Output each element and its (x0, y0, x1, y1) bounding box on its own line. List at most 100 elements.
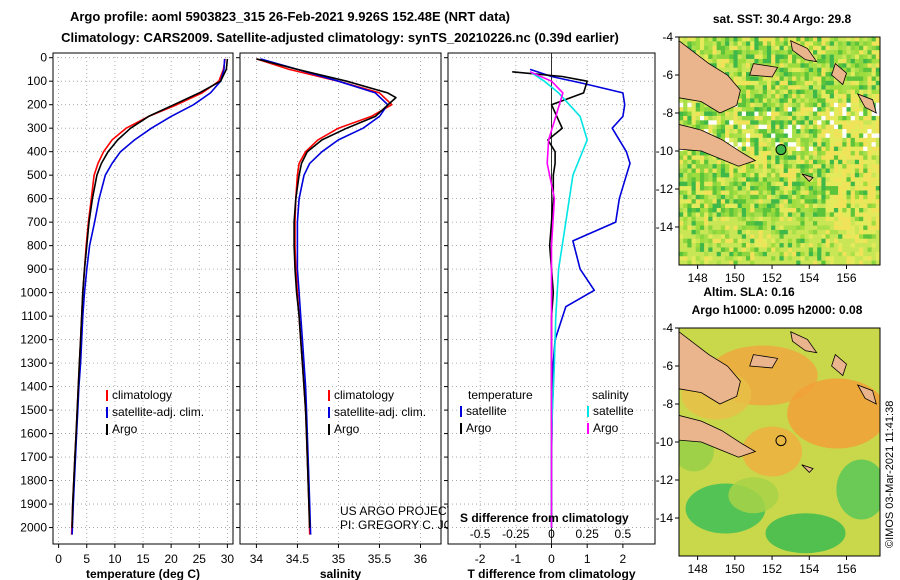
sst-cell (729, 142, 734, 147)
sst-cell (846, 67, 851, 73)
sst-cell (825, 155, 831, 161)
sst-cell (741, 111, 747, 117)
sst-cell (733, 37, 738, 42)
sst-cell (729, 111, 734, 117)
sst-cell (813, 54, 818, 60)
sst-cell (725, 251, 730, 257)
sst-cell (683, 225, 688, 231)
sst-cell (821, 181, 826, 187)
sst-cell (821, 89, 826, 95)
sst-cell (733, 63, 738, 68)
sst-cell (720, 181, 726, 187)
sst-cell (712, 194, 717, 200)
sst-cell (766, 98, 772, 104)
sst-cell (813, 190, 818, 196)
sst-cell (875, 229, 880, 235)
sst-cell (704, 177, 709, 182)
sst-cell (796, 80, 801, 86)
sst-cell (863, 168, 868, 174)
sst-cell (733, 186, 738, 191)
sst-cell (766, 243, 772, 248)
sst-cell (825, 181, 831, 187)
sst-cell (875, 164, 880, 169)
sst-cell (762, 172, 768, 178)
sst-cell (813, 234, 818, 239)
sst-cell (829, 120, 835, 125)
sst-cell (708, 54, 713, 60)
sst-cell (687, 199, 692, 204)
sst-cell (808, 124, 814, 130)
sst-cell (850, 260, 856, 265)
sst-cell (754, 129, 759, 134)
y-tick-label: 900 (27, 262, 47, 276)
sst-cell (779, 115, 784, 121)
sst-cell (775, 208, 780, 213)
salinity-tick-label: 0 (548, 527, 555, 541)
sst-cell (859, 172, 864, 178)
sst-cell (871, 203, 877, 209)
sst-cell (829, 159, 835, 165)
sst-cell (766, 50, 772, 55)
sst-cell (787, 41, 793, 47)
sst-cell (729, 251, 734, 257)
sst-cell (833, 155, 839, 161)
sst-cell (687, 41, 692, 47)
sst-cell (775, 225, 780, 231)
sst-cell (863, 94, 868, 99)
sst-cell (850, 120, 856, 125)
sst-cell (854, 194, 860, 200)
sst-cell (720, 190, 726, 196)
sst-cell (716, 168, 722, 174)
sst-cell (704, 247, 709, 253)
sst-cell (746, 243, 751, 248)
sst-cell (754, 37, 759, 42)
sst-cell (695, 229, 701, 235)
sst-cell (754, 164, 759, 169)
sst-cell (817, 37, 822, 42)
sst-cell (863, 247, 868, 253)
sst-cell (716, 190, 722, 196)
sst-cell (704, 129, 709, 134)
sst-cell (804, 155, 810, 161)
sst-cell (716, 164, 722, 169)
sst-cell (850, 102, 856, 108)
sst-cell (846, 115, 851, 121)
sst-cell (750, 203, 755, 209)
sst-cell (787, 164, 793, 169)
sst-cell (817, 229, 822, 235)
sst-cell (758, 98, 764, 104)
sst-cell (733, 54, 738, 60)
sst-cell (800, 94, 805, 99)
sst-cell (842, 168, 847, 174)
sst-cell (708, 203, 713, 209)
sst-cell (704, 168, 709, 174)
sst-cell (808, 129, 814, 134)
sst-cell (817, 151, 822, 156)
sst-cell (854, 37, 860, 42)
sst-cell (859, 260, 864, 265)
sst-cell (867, 45, 872, 51)
sst-cell (750, 181, 755, 187)
sst-cell (871, 129, 877, 134)
sst-cell (775, 89, 780, 95)
sst-cell (762, 45, 768, 51)
sst-cell (712, 50, 717, 55)
sst-cell (838, 133, 843, 139)
sst-cell (796, 194, 801, 200)
sst-cell (808, 225, 814, 231)
sst-cell (712, 54, 717, 60)
sst-cell (720, 256, 726, 261)
sst-cell (804, 181, 810, 187)
sst-cell (741, 151, 747, 156)
map-lon-label: 156 (836, 271, 856, 285)
sst-cell (741, 67, 747, 73)
sst-cell (699, 194, 705, 200)
sst-cell (850, 124, 856, 130)
sst-cell (771, 251, 776, 257)
sst-cell (771, 115, 776, 121)
sst-cell (787, 63, 793, 68)
sst-cell (787, 168, 793, 174)
sst-cell (783, 225, 789, 231)
sst-cell (779, 80, 784, 86)
sst-cell (699, 260, 705, 265)
